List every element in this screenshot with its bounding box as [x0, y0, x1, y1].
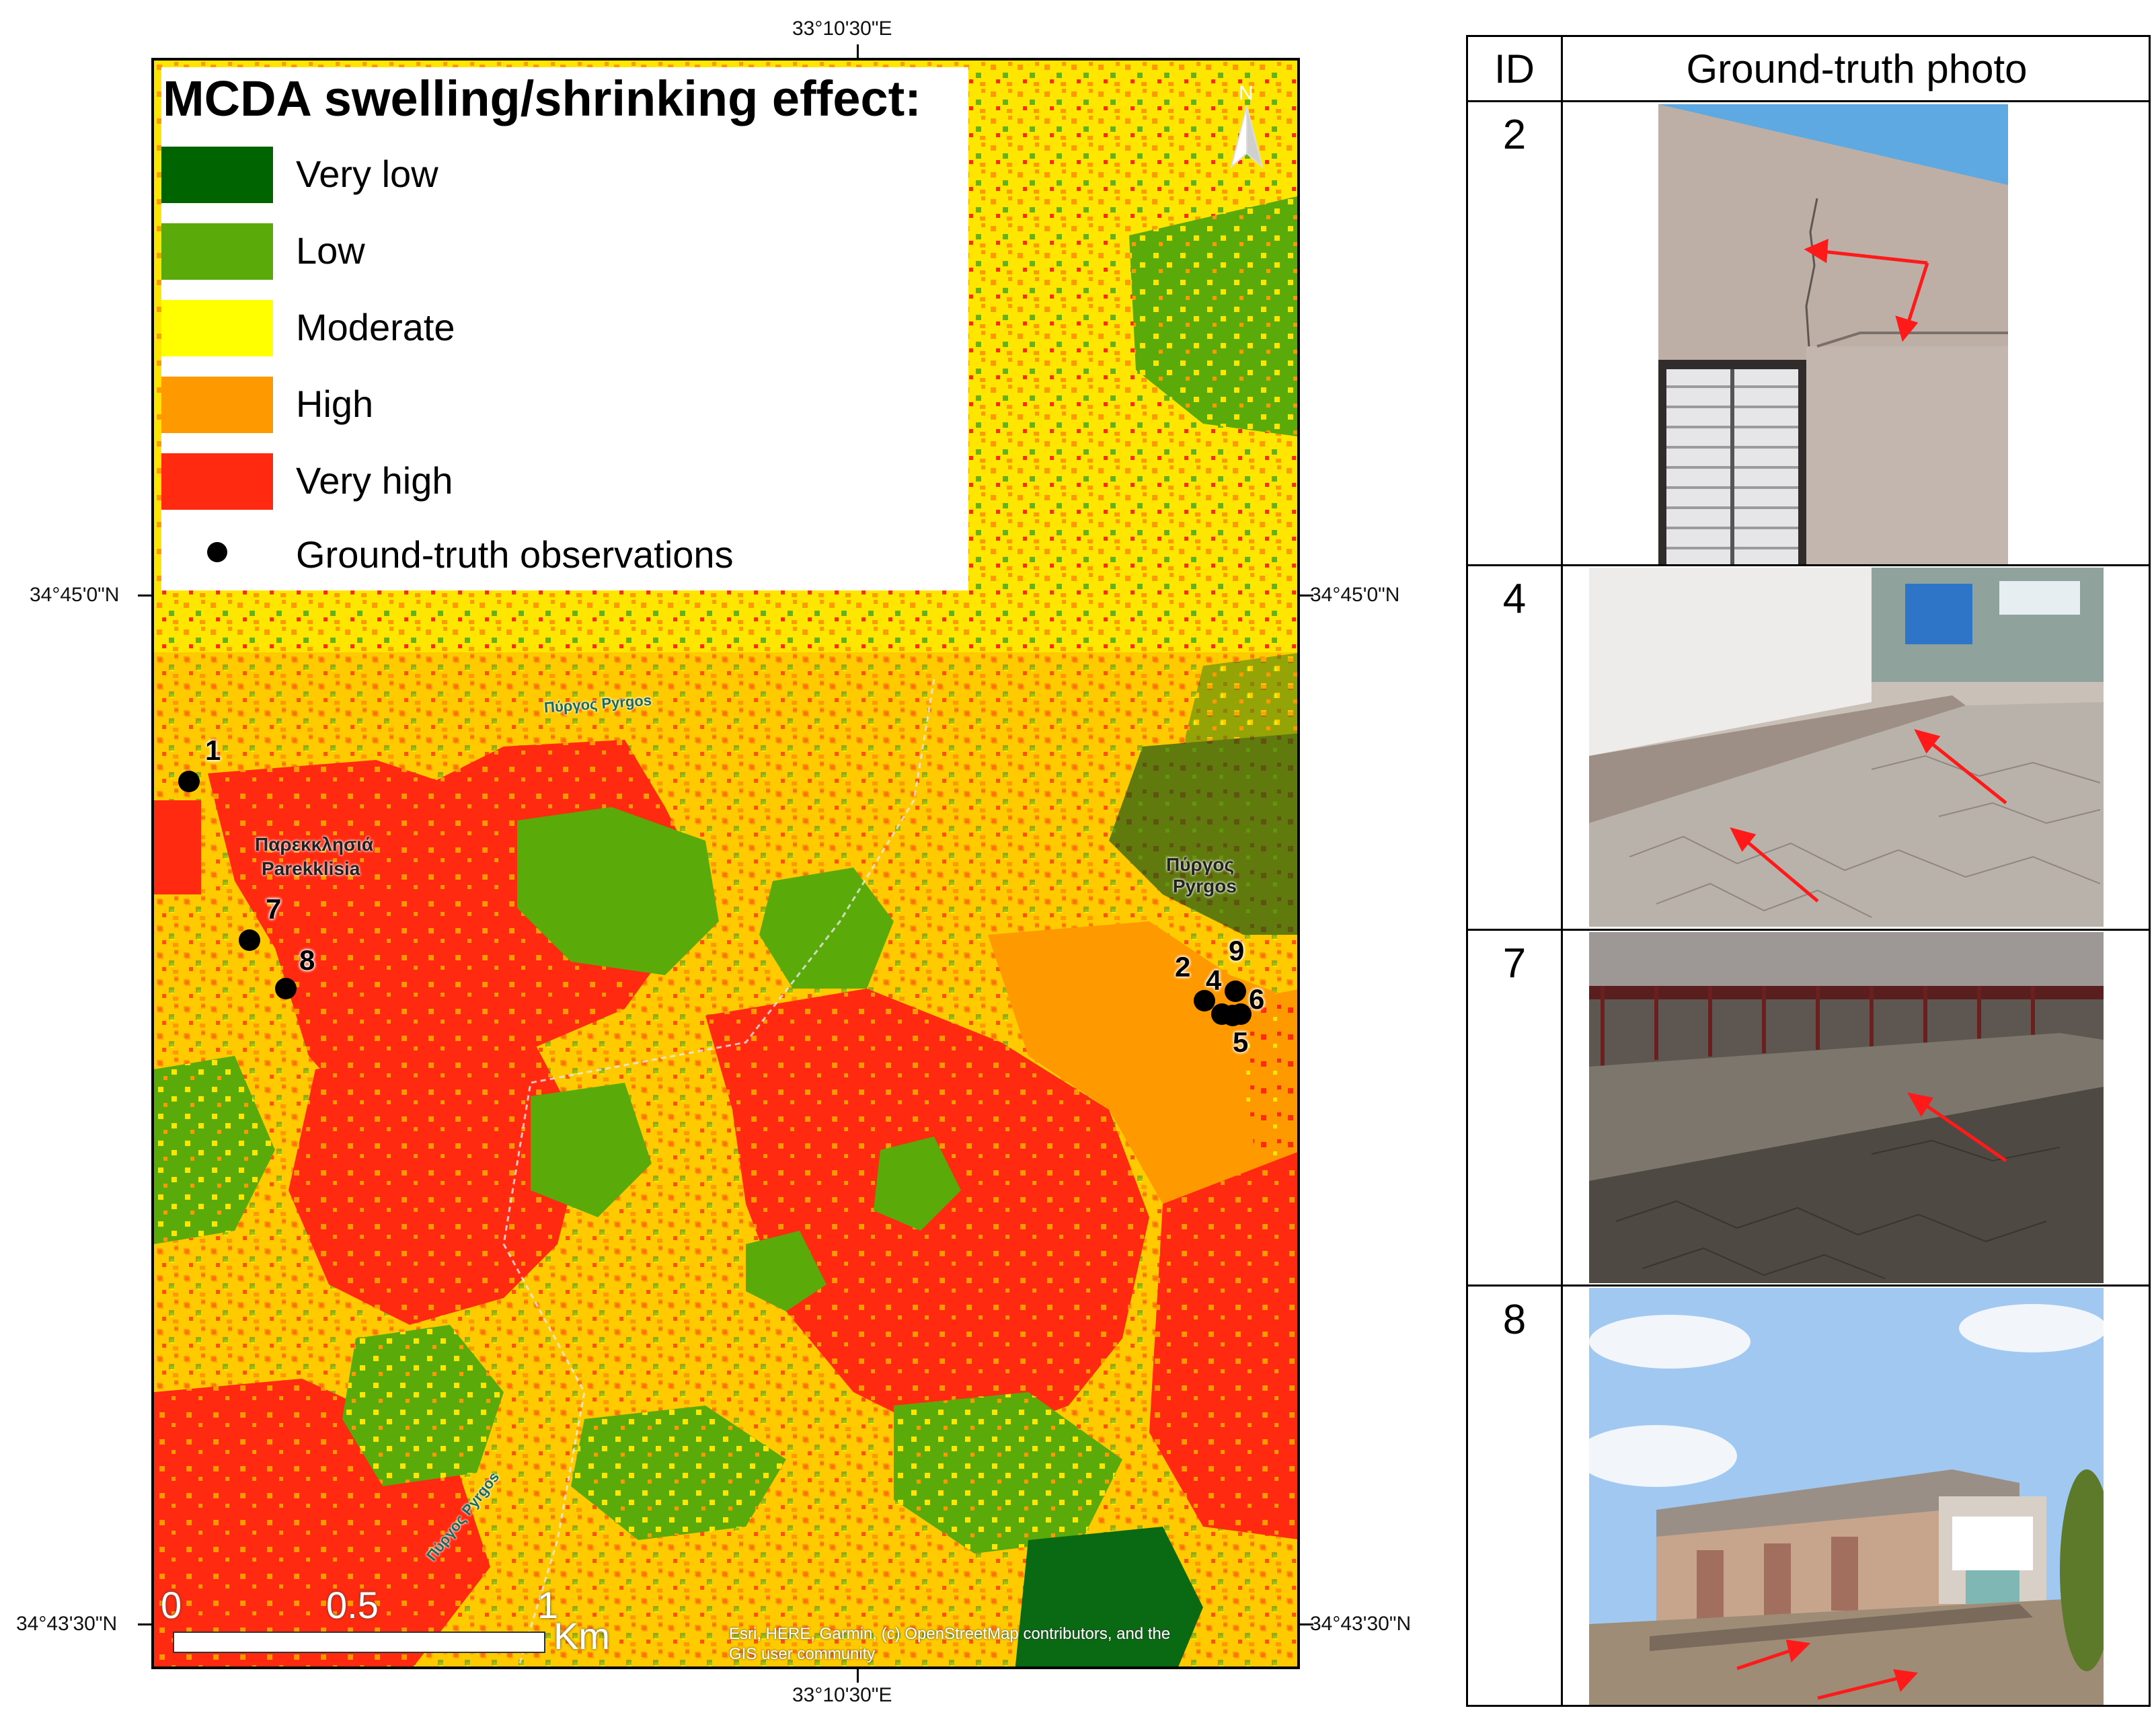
coord-left-lat-upper: 34°45'0"N — [30, 584, 120, 606]
ground-truth-table: ID Ground-truth photo 2 4 7 8 — [1466, 35, 2151, 1707]
table-row-id-2: 2 — [1502, 112, 1527, 158]
table-header-photo: Ground-truth photo — [1686, 46, 2028, 91]
coord-left-lat-lower: 34°43'30"N — [16, 1613, 118, 1635]
scalebar-label-0: 0 — [161, 1584, 182, 1626]
north-arrow-icon: N — [1230, 82, 1264, 169]
observation-label-9: 9 — [1229, 935, 1245, 966]
legend-swatch-very-high — [161, 453, 273, 510]
coord-right-lat-upper: 34°45'0"N — [1310, 584, 1400, 606]
map-attribution-line1: Esri, HERE, Garmin, (c) OpenStreetMap co… — [729, 1625, 1171, 1643]
legend-label-high: High — [296, 383, 374, 425]
scalebar-bar — [173, 1632, 545, 1653]
scalebar-label-1: 1 — [537, 1584, 559, 1626]
observation-label-4: 4 — [1206, 964, 1222, 996]
observation-point-9[interactable] — [1225, 981, 1246, 1002]
observation-label-1: 1 — [205, 734, 221, 766]
legend-swatch-very-low — [161, 147, 273, 203]
north-label: N — [1239, 82, 1254, 104]
map-attribution-line2: GIS user community — [729, 1645, 876, 1663]
table-row-divider-1 — [1468, 564, 2149, 566]
table-row-divider-3 — [1468, 1285, 2149, 1287]
table-header-id: ID — [1494, 46, 1535, 91]
tick-right-upper — [1299, 595, 1313, 597]
observation-point-7[interactable] — [239, 929, 260, 951]
table-column-divider — [1561, 37, 1563, 1705]
tick-left-lower — [138, 1623, 153, 1625]
table-row-id-4: 4 — [1502, 576, 1527, 622]
photo-building-foundation[interactable] — [1589, 1288, 2104, 1705]
observation-label-8: 8 — [299, 944, 315, 976]
place-parekklisia-en: Parekklisia — [262, 858, 360, 879]
legend-label-very-high: Very high — [296, 459, 453, 502]
coord-top-lon: 33°10'30"E — [792, 17, 892, 40]
legend-label-moderate: Moderate — [296, 306, 455, 348]
scalebar-unit: Km — [553, 1615, 610, 1657]
tick-right-lower — [1299, 1623, 1313, 1625]
photo-wall-crack[interactable] — [1658, 104, 2008, 564]
tick-left-upper — [138, 595, 153, 597]
legend-swatch-moderate — [161, 300, 273, 356]
table-header-divider — [1468, 100, 2149, 102]
legend-swatch-low — [161, 223, 273, 280]
table-row-id-7: 7 — [1502, 940, 1527, 987]
table-row-id-8: 8 — [1502, 1297, 1527, 1343]
tick-bottom — [857, 1668, 859, 1683]
tick-top — [857, 44, 859, 59]
legend-label-very-low: Very low — [296, 153, 438, 195]
observation-point-2[interactable] — [1194, 990, 1215, 1011]
observation-label-7: 7 — [266, 893, 282, 925]
place-pyrgos-gr: Πύργος — [1166, 854, 1235, 875]
scalebar-label-05: 0.5 — [326, 1584, 379, 1626]
table-row-divider-2 — [1468, 929, 2149, 931]
observation-label-2: 2 — [1175, 951, 1191, 983]
map-legend: MCDA swelling/shrinking effect: Very low… — [161, 67, 968, 590]
legend-label-observations: Ground-truth observations — [296, 533, 734, 576]
observation-label-6: 6 — [1249, 983, 1265, 1015]
legend-swatch-high — [161, 377, 273, 433]
observation-point-1[interactable] — [178, 771, 200, 792]
legend-title: MCDA swelling/shrinking effect: — [163, 71, 921, 126]
place-pyrgos-en: Pyrgos — [1173, 876, 1237, 896]
coord-right-lat-lower: 34°43'30"N — [1310, 1613, 1412, 1635]
observation-point-8[interactable] — [275, 978, 297, 999]
observation-label-5: 5 — [1233, 1026, 1249, 1058]
photo-terrace-crack[interactable] — [1589, 932, 2104, 1283]
legend-observation-dot — [207, 542, 227, 562]
legend-label-low: Low — [296, 229, 365, 272]
place-parekklisia-gr: Παρεκκλησιά — [255, 834, 374, 855]
photo-pavement-crack[interactable] — [1589, 568, 2104, 927]
observation-point-6[interactable] — [1230, 1003, 1252, 1025]
coord-bottom-lon: 33°10'30"E — [792, 1684, 892, 1706]
